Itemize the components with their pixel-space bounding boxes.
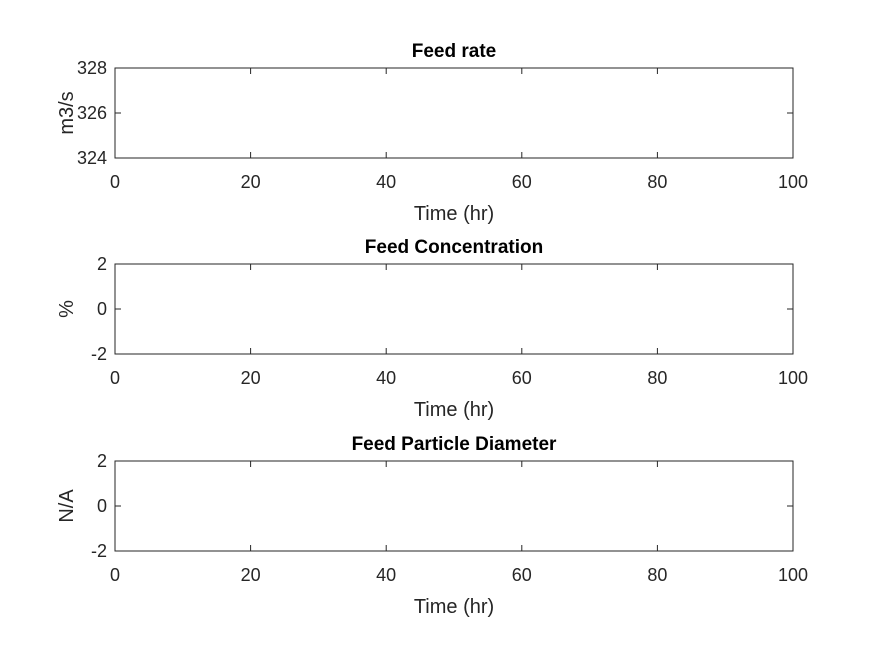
x-axis-label: Time (hr) xyxy=(414,596,494,618)
y-tick-label: 2 xyxy=(97,451,107,471)
y-tick-label: 0 xyxy=(97,496,107,516)
y-tick-label: 328 xyxy=(77,58,107,78)
x-tick-label: 60 xyxy=(512,172,532,192)
y-tick-label: 326 xyxy=(77,103,107,123)
x-tick-label: 100 xyxy=(778,368,808,388)
x-tick-label: 0 xyxy=(110,368,120,388)
plot-title: Feed Particle Diameter xyxy=(352,434,557,455)
x-tick-label: 40 xyxy=(376,368,396,388)
y-axis-label: % xyxy=(56,300,78,318)
x-tick-label: 0 xyxy=(110,565,120,585)
plot-title: Feed rate xyxy=(412,41,496,62)
x-axis-label: Time (hr) xyxy=(414,203,494,225)
x-tick-label: 100 xyxy=(778,172,808,192)
x-tick-label: 80 xyxy=(647,565,667,585)
x-tick-label: 40 xyxy=(376,172,396,192)
subplot-1: 0 20 40 60 80 100 324 326 328 Feed rate Time (hr) m… xyxy=(56,41,808,225)
axes-frame xyxy=(114,460,794,552)
axes-frame xyxy=(114,67,794,159)
x-tick-label: 80 xyxy=(647,368,667,388)
y-axis-label: m3/s xyxy=(56,91,78,134)
y-tick-label: -2 xyxy=(91,344,107,364)
x-tick-label: 20 xyxy=(241,172,261,192)
x-tick-label: 80 xyxy=(647,172,667,192)
x-tick-label: 100 xyxy=(778,565,808,585)
x-tick-label: 0 xyxy=(110,172,120,192)
x-tick-label: 20 xyxy=(241,368,261,388)
x-tick-label: 40 xyxy=(376,565,396,585)
x-tick-label: 60 xyxy=(512,565,532,585)
x-axis-label: Time (hr) xyxy=(414,399,494,421)
y-tick-label: 0 xyxy=(97,299,107,319)
x-tick-label: 20 xyxy=(241,565,261,585)
axes-frame xyxy=(114,263,794,355)
y-tick-label: 2 xyxy=(97,254,107,274)
y-tick-label: 324 xyxy=(77,148,107,168)
plot-title: Feed Concentration xyxy=(365,237,543,258)
x-tick-label: 60 xyxy=(512,368,532,388)
y-axis-label: N/A xyxy=(56,489,78,523)
y-tick-label: -2 xyxy=(91,541,107,561)
